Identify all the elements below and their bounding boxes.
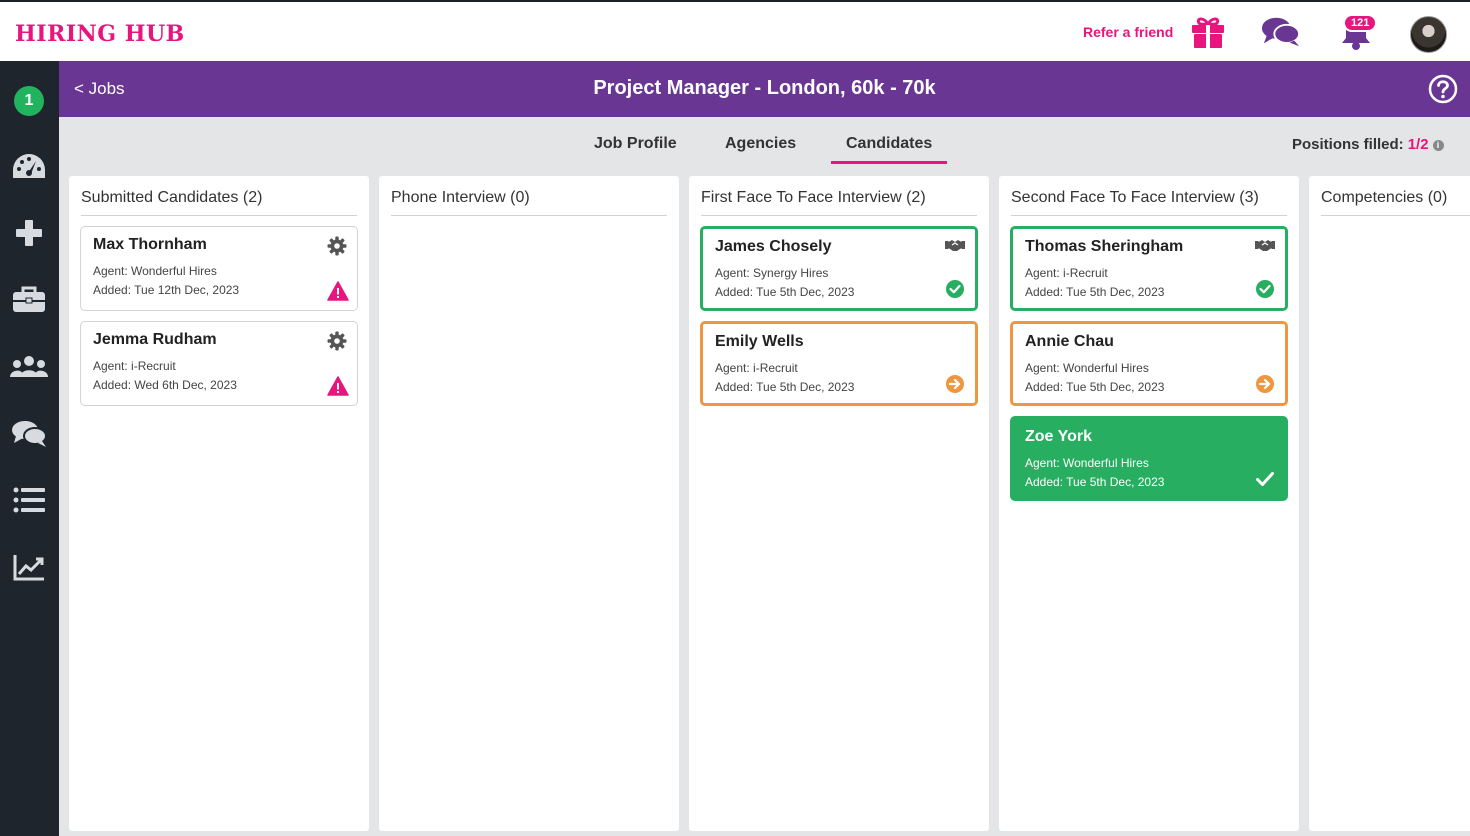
pipeline-column: Phone Interview (0) (379, 176, 679, 831)
arrow-circle-icon[interactable] (1255, 374, 1275, 394)
back-to-jobs-link[interactable]: < Jobs (74, 79, 125, 98)
candidate-name: Max Thornham (93, 236, 207, 253)
user-avatar[interactable] (1410, 16, 1447, 53)
candidate-added-date: Added: Wed 6th Dec, 2023 (93, 378, 237, 392)
notification-count-badge: 121 (1343, 14, 1378, 32)
column-title: Second Face To Face Interview (3) (1011, 176, 1287, 216)
left-sidebar: 1 (0, 61, 59, 836)
refer-friend-link[interactable]: Refer a friend (1083, 24, 1174, 40)
gift-icon[interactable] (1188, 12, 1228, 52)
jobs-briefcase-icon[interactable] (9, 280, 49, 320)
candidate-added-date: Added: Tue 5th Dec, 2023 (1025, 285, 1165, 299)
positions-filled-label: Positions filled: (1292, 136, 1404, 153)
add-plus-icon[interactable] (9, 213, 49, 253)
candidate-card[interactable]: James Chosely Agent: Synergy Hires Added: … (700, 226, 978, 311)
candidate-agent: Agent: i-Recruit (1025, 266, 1108, 280)
logo[interactable]: HIRING HUB (15, 21, 185, 47)
team-users-icon[interactable] (9, 347, 49, 387)
candidate-agent: Agent: Wonderful Hires (93, 264, 217, 278)
candidate-agent: Agent: Wonderful Hires (1025, 456, 1149, 470)
gear-icon[interactable] (327, 236, 347, 256)
gear-icon[interactable] (327, 331, 347, 351)
pipeline-column: Second Face To Face Interview (3) Thomas … (999, 176, 1299, 831)
check-circle-icon (945, 279, 965, 299)
candidate-agent: Agent: i-Recruit (715, 361, 798, 375)
column-title: Phone Interview (0) (391, 176, 667, 216)
job-tabs: Job Profile Agencies Candidates (59, 135, 1470, 165)
candidate-name: James Chosely (715, 238, 832, 255)
top-header: HIRING HUB Refer a friend 121 (0, 0, 1470, 61)
positions-filled: Positions filled: 1/2 i (1292, 136, 1444, 153)
candidate-card[interactable]: Zoe York Agent: Wonderful Hires Added: Tue… (1010, 416, 1288, 501)
candidate-added-date: Added: Tue 5th Dec, 2023 (715, 285, 855, 299)
candidate-added-date: Added: Tue 5th Dec, 2023 (1025, 475, 1165, 489)
list-icon[interactable] (9, 480, 49, 520)
check-circle-icon (1255, 279, 1275, 299)
info-icon[interactable]: i (1432, 140, 1444, 151)
candidate-name: Zoe York (1025, 428, 1092, 445)
candidate-name: Jemma Rudham (93, 331, 217, 348)
arrow-circle-icon[interactable] (945, 374, 965, 394)
help-icon[interactable] (1428, 74, 1458, 104)
column-title: First Face To Face Interview (2) (701, 176, 977, 216)
candidate-agent: Agent: i-Recruit (93, 359, 176, 373)
candidate-card[interactable]: Emily Wells Agent: i-Recruit Added: Tue 5t… (700, 321, 978, 406)
candidate-agent: Agent: Wonderful Hires (1025, 361, 1149, 375)
pipeline-column: Competencies (0) (1309, 176, 1470, 831)
handshake-icon (1255, 238, 1275, 258)
positions-filled-value: 1/2 (1407, 136, 1429, 153)
messages-icon[interactable] (1261, 12, 1301, 52)
candidate-added-date: Added: Tue 12th Dec, 2023 (93, 283, 240, 297)
dashboard-gauge-icon[interactable] (9, 147, 49, 187)
check-icon (1255, 469, 1275, 489)
warning-icon (327, 376, 349, 396)
candidate-name: Annie Chau (1025, 333, 1114, 350)
candidates-board-area: Job Profile Agencies Candidates Position… (59, 117, 1470, 836)
tab-job-profile[interactable]: Job Profile (594, 135, 677, 152)
candidate-agent: Agent: Synergy Hires (715, 266, 829, 280)
column-title: Submitted Candidates (2) (81, 176, 357, 216)
tab-candidates[interactable]: Candidates (831, 135, 948, 164)
pipeline-column: Submitted Candidates (2) Max Thornham Agen… (69, 176, 369, 831)
warning-icon (327, 281, 349, 301)
pipeline-column: First Face To Face Interview (2) James Ch… (689, 176, 989, 831)
pipeline-columns: Submitted Candidates (2) Max Thornham Agen… (69, 176, 1470, 831)
candidate-added-date: Added: Tue 5th Dec, 2023 (715, 380, 855, 394)
candidate-name: Emily Wells (715, 333, 804, 350)
candidate-card[interactable]: Thomas Sheringham Agent: i-Recruit Added: … (1010, 226, 1288, 311)
job-title: Project Manager - London, 60k - 70k (593, 77, 936, 99)
candidate-added-date: Added: Tue 5th Dec, 2023 (1025, 380, 1165, 394)
chat-icon[interactable] (9, 414, 49, 454)
handshake-icon (945, 238, 965, 258)
column-title: Competencies (0) (1321, 176, 1470, 216)
tab-agencies[interactable]: Agencies (725, 135, 797, 152)
candidate-card[interactable]: Jemma Rudham Agent: i-Recruit Added: Wed 6… (80, 321, 358, 406)
candidate-name: Thomas Sheringham (1025, 238, 1184, 255)
sidebar-count-badge[interactable]: 1 (14, 86, 44, 116)
analytics-chart-icon[interactable] (9, 547, 49, 587)
job-header-bar: < Jobs Project Manager - London, 60k - 7… (59, 61, 1470, 117)
candidate-card[interactable]: Max Thornham Agent: Wonderful Hires Added:… (80, 226, 358, 311)
candidate-card[interactable]: Annie Chau Agent: Wonderful Hires Added: T… (1010, 321, 1288, 406)
